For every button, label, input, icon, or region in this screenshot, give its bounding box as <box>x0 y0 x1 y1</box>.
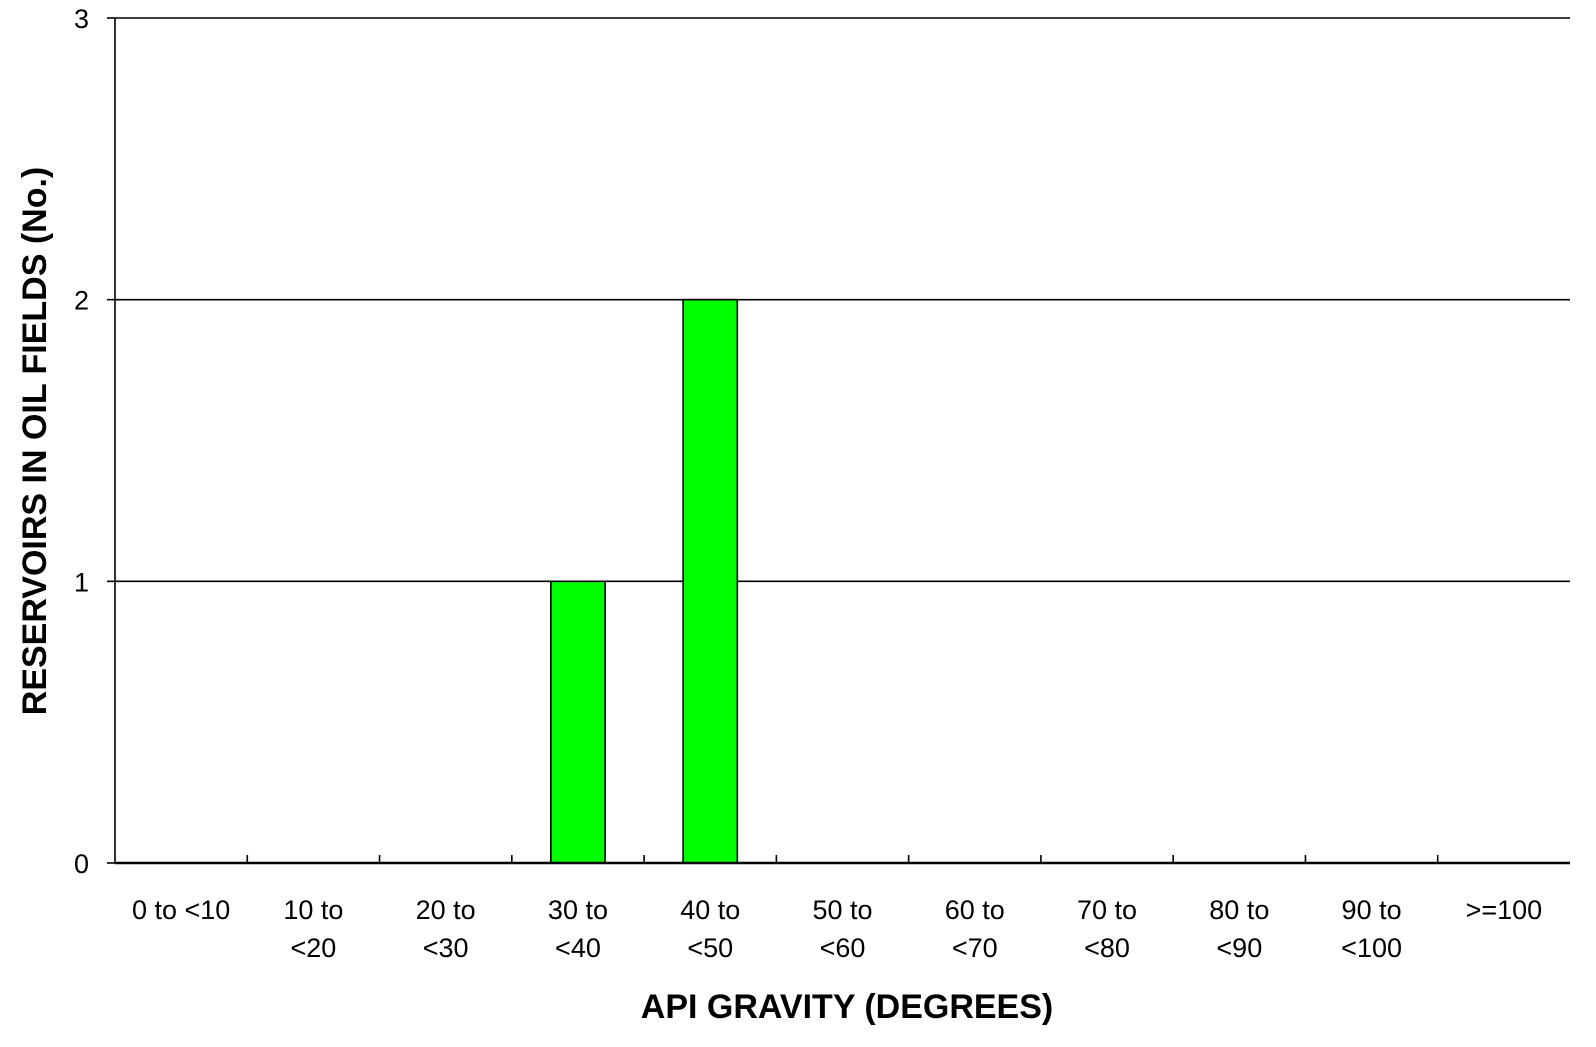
x-tick-label-line: 80 to <box>1209 895 1269 925</box>
x-tick-label: 60 to <70 <box>945 895 1005 963</box>
x-tick-label: 0 to <10 <box>132 895 230 925</box>
x-tick-label: 20 to <30 <box>416 895 476 963</box>
x-tick-label-line: 0 to <10 <box>132 895 230 925</box>
x-tick-label-line: 40 to <box>680 895 740 925</box>
x-tick-label-line: 30 to <box>548 895 608 925</box>
x-tick-label-line: 10 to <box>283 895 343 925</box>
bars <box>550 298 739 864</box>
x-tick-label-line: 20 to <box>416 895 476 925</box>
x-tick-label-line: <30 <box>423 933 469 963</box>
axes <box>107 17 1570 865</box>
x-tick-label-line: <20 <box>291 933 337 963</box>
x-tick-label-line: <90 <box>1216 933 1262 963</box>
y-tick-label: 3 <box>74 4 89 34</box>
x-tick-label: 10 to <20 <box>283 895 343 963</box>
bar <box>682 298 739 864</box>
y-tick-label: 2 <box>74 286 89 316</box>
x-tick-label-line: 70 to <box>1077 895 1137 925</box>
x-tick-label: 70 to <80 <box>1077 895 1137 963</box>
x-tick-label: >=100 <box>1466 895 1543 925</box>
x-tick-label-line: 50 to <box>812 895 872 925</box>
x-tick-label: 50 to <60 <box>812 895 872 963</box>
x-tick-label-line: <60 <box>820 933 866 963</box>
x-tick-label-line: >=100 <box>1466 895 1543 925</box>
y-tick-label: 0 <box>74 849 89 879</box>
x-tick-label-line: <50 <box>687 933 733 963</box>
x-tick-label-line: <100 <box>1341 933 1402 963</box>
x-tick-label-line: <40 <box>555 933 601 963</box>
y-tick-labels: 0 1 2 3 <box>74 4 89 879</box>
x-tick-label: 80 to <90 <box>1209 895 1269 963</box>
x-tick-label: 40 to <50 <box>680 895 740 963</box>
x-tick-label-line: 60 to <box>945 895 1005 925</box>
x-tick-labels: 0 to <10 10 to <20 20 to <30 30 to <40 40 to <50… <box>132 895 1542 963</box>
x-tick-label-line: <80 <box>1084 933 1130 963</box>
x-axis-title: API GRAVITY (DEGREES) <box>641 988 1053 1026</box>
bar <box>550 580 606 864</box>
x-tick-label: 90 to <100 <box>1341 895 1402 963</box>
y-axis-title: RESERVOIRS IN OIL FIELDS (No.) <box>16 167 54 715</box>
x-tick-label: 30 to <40 <box>548 895 608 963</box>
y-tick-label: 1 <box>74 567 89 597</box>
x-tick-label-line: <70 <box>952 933 998 963</box>
x-tick-label-line: 90 to <box>1342 895 1402 925</box>
gridlines <box>115 17 1570 583</box>
